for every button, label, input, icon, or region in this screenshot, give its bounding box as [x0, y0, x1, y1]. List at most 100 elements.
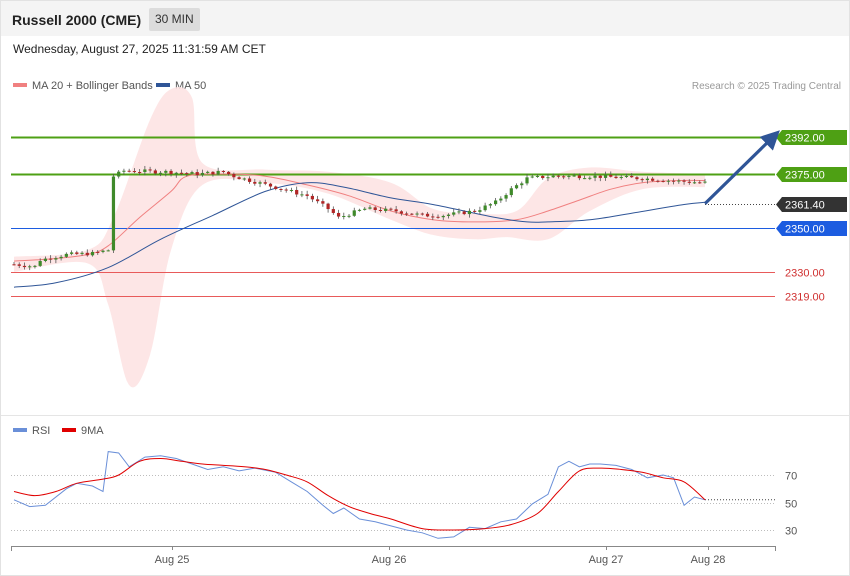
candle-88: [473, 209, 477, 214]
candle-130: [692, 179, 697, 184]
legend-ma20-label: MA 20 + Bollinger Bands: [32, 80, 153, 92]
candle-body-64: [347, 215, 351, 217]
candle-body-11: [69, 252, 74, 254]
candle-body-83: [446, 214, 451, 216]
level-tag-0: [776, 130, 847, 145]
candle-body-109: [582, 178, 587, 180]
candle-76: [410, 212, 414, 216]
rsi-tick-0: 70: [785, 471, 797, 483]
candle-68: [368, 205, 372, 210]
chart-header: Russell 2000 (CME) 30 MIN: [1, 1, 849, 36]
candle-body-99: [530, 176, 534, 178]
candle-23: [132, 168, 137, 174]
candle-77: [415, 211, 419, 217]
candle-93: [499, 196, 503, 203]
price-panel: 2392.00 2375.00 2361.40 2350.00 2330.00 2319.…: [11, 87, 847, 388]
candle-91: [488, 203, 492, 209]
candle-body-48: [263, 182, 267, 184]
level-tag-2: [776, 197, 847, 212]
candle-98: [525, 173, 529, 186]
level-label-5: 2319.00: [785, 292, 825, 304]
candle-body-40: [221, 170, 225, 172]
candle-42: [232, 172, 236, 181]
candle-106: [567, 174, 571, 180]
candle-114: [609, 171, 613, 178]
candle-body-57: [310, 195, 314, 200]
candle-body-22: [127, 170, 131, 172]
candle-115: [614, 174, 618, 179]
candle-17: [101, 249, 105, 254]
legend-rsi-swatch: [13, 428, 27, 433]
candle-body-87: [467, 210, 472, 215]
candle-body-73: [394, 209, 398, 212]
candle-body-118: [630, 175, 634, 178]
rsi-tick-2: 30: [785, 526, 797, 538]
candle-75: [405, 211, 409, 216]
legend-ma50-swatch: [156, 83, 170, 88]
candle-118: [630, 173, 634, 178]
candle-body-61: [331, 209, 335, 213]
candle-63: [342, 212, 346, 220]
candle-body-68: [368, 207, 372, 209]
candle-body-0: [12, 264, 16, 266]
candle-body-62: [336, 212, 341, 217]
candle-body-54: [295, 189, 299, 195]
candle-55: [300, 190, 304, 198]
candle-body-56: [305, 194, 309, 196]
candle-body-53: [289, 189, 294, 191]
candle-105: [562, 174, 566, 180]
candle-65: [352, 207, 356, 217]
candle-127: [677, 178, 681, 184]
candle-body-46: [253, 181, 257, 184]
candle-116: [619, 175, 623, 180]
candle-body-94: [504, 195, 508, 199]
candle-85: [457, 208, 461, 215]
candle-113: [603, 171, 608, 181]
candle-body-75: [405, 213, 409, 215]
candle-body-111: [593, 175, 597, 178]
candle-19: [111, 173, 116, 253]
candle-45: [247, 176, 252, 184]
candle-body-105: [562, 176, 566, 178]
timeframe-badge[interactable]: 30 MIN: [149, 8, 200, 31]
level-tag-1: [776, 167, 847, 182]
rsi-tick-1: 50: [785, 499, 797, 511]
research-credit: Research © 2025 Trading Central: [691, 81, 841, 92]
candle-body-14: [85, 252, 89, 256]
bollinger-band: [14, 87, 705, 388]
candle-15: [90, 249, 95, 257]
candle-119: [635, 176, 639, 181]
candle-102: [546, 173, 550, 182]
candle-body-116: [619, 176, 623, 179]
candle-body-41: [227, 171, 231, 175]
candle-body-119: [635, 177, 639, 180]
candle-body-55: [300, 194, 304, 196]
candle-body-49: [268, 183, 273, 187]
candle-body-33: [185, 173, 189, 175]
candle-29: [164, 169, 168, 177]
candle-78: [420, 212, 424, 216]
candle-97: [520, 181, 524, 189]
candle-132: [703, 178, 707, 184]
candle-body-110: [588, 177, 592, 179]
candle-body-112: [598, 175, 602, 178]
candle-108: [577, 173, 581, 181]
candle-body-120: [640, 179, 644, 181]
candle-body-115: [614, 176, 618, 179]
candle-44: [242, 177, 246, 181]
candle-122: [651, 176, 655, 182]
candle-body-107: [572, 175, 576, 177]
candle-body-70: [378, 209, 383, 211]
candle-96: [514, 183, 519, 190]
level-label-3: 2350.00: [785, 224, 825, 236]
candle-112: [598, 175, 602, 182]
candle-body-23: [132, 171, 137, 173]
candle-body-10: [64, 253, 68, 257]
candle-body-82: [441, 215, 445, 218]
rsi-panel: 70 50 30 Aug 25 Aug 26 Aug 27 Aug 28: [11, 451, 797, 566]
candle-body-123: [656, 180, 660, 182]
candle-129: [687, 179, 691, 185]
candle-82: [441, 214, 445, 221]
candle-body-63: [342, 216, 346, 218]
